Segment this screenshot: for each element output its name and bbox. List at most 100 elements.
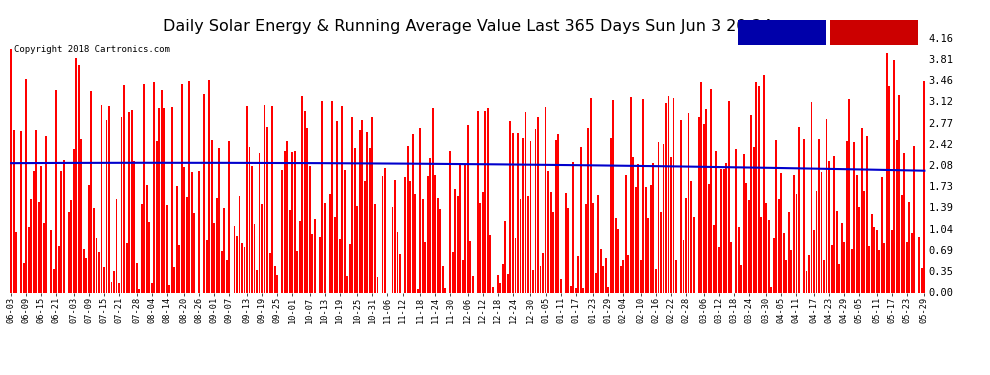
Bar <box>430 158 431 292</box>
Bar <box>644 187 646 292</box>
Bar <box>263 105 265 292</box>
Bar <box>417 289 419 292</box>
Bar <box>299 221 301 292</box>
Bar <box>339 239 341 292</box>
Bar <box>758 86 759 292</box>
Bar <box>342 106 344 292</box>
Bar <box>755 82 757 292</box>
Bar <box>472 276 474 292</box>
Bar <box>286 141 288 292</box>
Bar <box>268 253 270 292</box>
Bar <box>193 213 195 292</box>
Bar <box>344 170 346 292</box>
Bar <box>244 247 246 292</box>
Bar <box>294 151 296 292</box>
Bar <box>171 107 172 292</box>
Bar <box>116 199 118 292</box>
Bar <box>348 244 350 292</box>
Bar <box>618 229 620 292</box>
Bar <box>55 90 57 292</box>
Bar <box>371 117 373 292</box>
Bar <box>150 283 152 292</box>
Bar <box>587 128 589 292</box>
Bar <box>155 141 157 292</box>
Bar <box>512 134 514 292</box>
Bar <box>499 283 501 292</box>
Bar <box>909 202 910 292</box>
Bar <box>806 271 808 292</box>
Bar <box>108 106 110 292</box>
Bar <box>643 99 644 292</box>
Bar <box>281 170 283 292</box>
Bar <box>883 243 885 292</box>
Bar <box>437 198 439 292</box>
Bar <box>139 289 140 292</box>
Bar <box>366 132 368 292</box>
Bar <box>921 268 923 292</box>
Bar <box>577 255 579 292</box>
Bar <box>881 177 883 292</box>
Bar <box>796 194 797 292</box>
Bar <box>821 172 823 292</box>
Bar <box>893 60 895 292</box>
Bar <box>788 212 790 292</box>
Bar <box>46 136 48 292</box>
Bar <box>492 287 494 292</box>
Bar <box>101 105 102 292</box>
Bar <box>141 204 143 292</box>
Bar <box>191 172 193 292</box>
Bar <box>241 243 243 292</box>
Bar <box>337 121 339 292</box>
Bar <box>682 240 684 292</box>
Bar <box>600 249 602 292</box>
Bar <box>23 263 25 292</box>
Bar <box>510 121 512 292</box>
Bar <box>557 134 559 292</box>
Bar <box>407 146 409 292</box>
Bar <box>605 258 607 292</box>
Bar <box>128 112 130 292</box>
Bar <box>718 246 720 292</box>
Bar <box>247 106 248 292</box>
Bar <box>319 237 321 292</box>
Bar <box>266 127 268 292</box>
Bar <box>464 164 466 292</box>
Bar <box>276 275 278 292</box>
Bar <box>745 183 747 292</box>
Bar <box>36 130 38 292</box>
Bar <box>93 208 95 292</box>
Bar <box>715 152 717 292</box>
FancyBboxPatch shape <box>831 20 919 45</box>
Bar <box>638 164 640 292</box>
Bar <box>841 223 842 292</box>
Bar <box>703 124 705 292</box>
Bar <box>559 279 561 292</box>
Bar <box>20 131 22 292</box>
Bar <box>381 176 383 292</box>
Bar <box>888 86 890 292</box>
Bar <box>878 250 880 292</box>
Bar <box>630 97 632 292</box>
Bar <box>535 129 537 292</box>
Bar <box>530 141 532 292</box>
Bar <box>351 117 353 292</box>
Bar <box>507 274 509 292</box>
Bar <box>136 263 138 292</box>
Bar <box>346 276 348 292</box>
Bar <box>83 249 85 292</box>
Bar <box>306 128 308 292</box>
Bar <box>505 221 506 292</box>
Bar <box>783 233 785 292</box>
Bar <box>359 129 360 292</box>
Bar <box>284 151 285 292</box>
Bar <box>216 198 218 292</box>
Bar <box>211 140 213 292</box>
Bar <box>803 140 805 292</box>
Bar <box>592 203 594 292</box>
Bar <box>843 243 845 292</box>
Bar <box>309 166 311 292</box>
Bar <box>384 168 386 292</box>
Bar <box>304 111 306 292</box>
Bar <box>873 227 875 292</box>
Bar <box>532 270 534 292</box>
